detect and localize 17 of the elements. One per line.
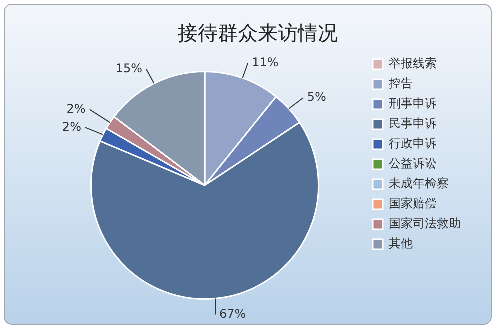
- data-label: 2%: [62, 120, 82, 134]
- legend-label: 民事申诉: [389, 116, 437, 131]
- chart-title: 接待群众来访情况: [178, 21, 338, 46]
- legend-label: 公益诉讼: [389, 156, 437, 171]
- data-label: 2%: [66, 102, 86, 116]
- legend-label: 国家赔偿: [389, 196, 437, 211]
- legend-label: 刑事申诉: [389, 96, 437, 111]
- data-label: 67%: [220, 306, 246, 321]
- legend-label: 未成年检察: [389, 176, 449, 191]
- legend-label: 控告: [389, 76, 413, 91]
- legend-label: 其他: [389, 236, 413, 251]
- legend-label: 行政申诉: [389, 136, 437, 151]
- data-label: 15%: [116, 61, 142, 76]
- legend-label: 国家司法救助: [389, 216, 461, 231]
- data-label: 11%: [252, 55, 279, 70]
- legend-label: 举报线索: [389, 56, 437, 71]
- data-label: 5%: [307, 90, 326, 104]
